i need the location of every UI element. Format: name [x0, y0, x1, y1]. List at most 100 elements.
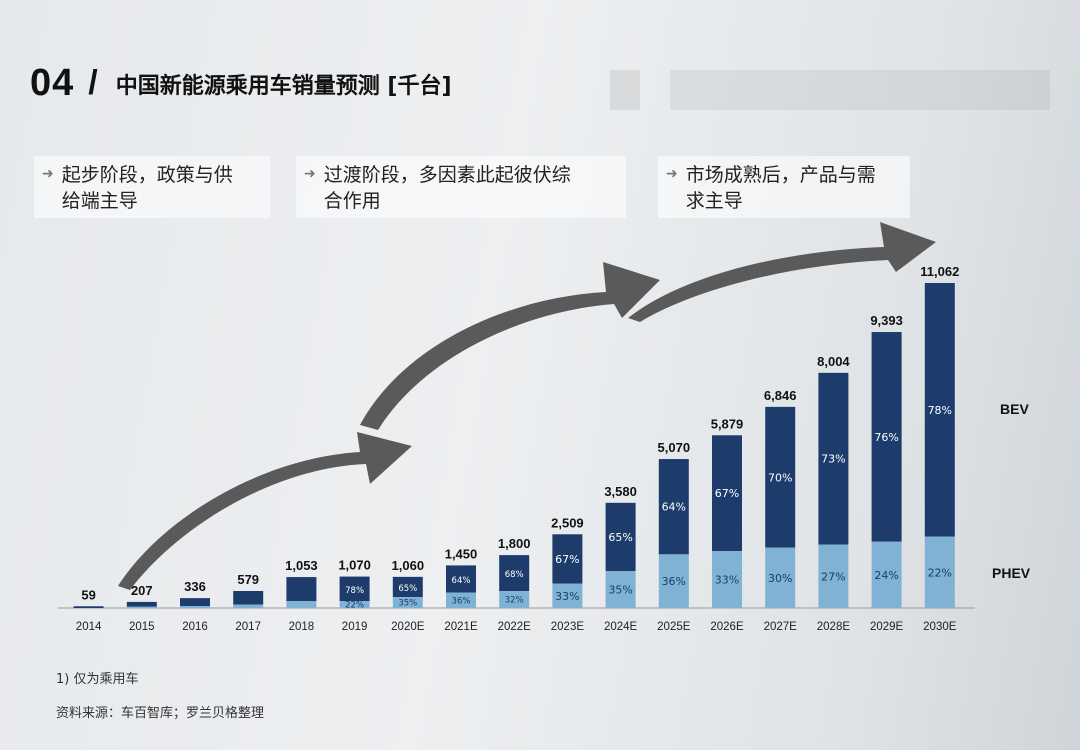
- bev-share-label: 73%: [821, 453, 845, 466]
- x-tick-label: 2023E: [551, 621, 585, 633]
- phev-share-label: 27%: [821, 570, 845, 583]
- footnote: 1) 仅为乘用车: [56, 672, 139, 687]
- bar-bev: [126, 601, 157, 607]
- total-label: 207: [131, 583, 153, 598]
- bar-phev: [605, 571, 636, 608]
- bar-phev: [818, 544, 849, 608]
- total-label: 1,450: [445, 546, 478, 561]
- bar-bev: [339, 576, 370, 602]
- total-label: 2,509: [551, 515, 584, 530]
- bar-bev: [233, 590, 264, 605]
- bar-bev: [552, 534, 583, 584]
- x-tick-label: 2020E: [391, 621, 425, 633]
- bar-phev: [552, 583, 583, 608]
- total-label: 5,070: [658, 440, 691, 455]
- phev-share-label: 30%: [768, 572, 792, 585]
- x-tick-label: 2028E: [817, 621, 851, 633]
- x-tick-label: 2018: [289, 621, 315, 633]
- bar-phev: [180, 606, 210, 608]
- growth-arrow-1: [118, 432, 412, 590]
- x-tick-label: 2021E: [444, 621, 478, 633]
- x-tick-label: 2022E: [498, 621, 532, 633]
- x-tick-label: 2025E: [657, 621, 691, 633]
- section-slash: /: [88, 64, 98, 102]
- phase-label: 过渡阶段，多因素此起彼伏综 合作用: [323, 164, 571, 212]
- growth-arrow-2: [360, 262, 660, 430]
- bars: 59 2014 207 2015 336 2016 579 2017 1,053 2018 1,07…: [73, 264, 959, 633]
- bar-phev: [765, 547, 796, 608]
- bev-share-label: 76%: [874, 431, 898, 444]
- x-tick-label: 2014: [76, 621, 102, 633]
- total-label: 1,800: [498, 536, 531, 551]
- page-title: 中国新能源乘用车销量预测 [千台]: [115, 73, 452, 99]
- total-label: 59: [81, 587, 95, 602]
- x-tick-label: 2024E: [604, 621, 638, 633]
- bev-share-label: 70%: [768, 471, 792, 484]
- bar-phev: [286, 601, 317, 608]
- phase-box-transition: ➜ 过渡阶段，多因素此起彼伏综 合作用: [296, 156, 626, 218]
- bar-bev: [658, 459, 689, 555]
- x-tick-label: 2026E: [710, 621, 744, 633]
- phase-box-mature: ➜ 市场成熟后，产品与需 求主导: [658, 156, 910, 218]
- bev-share-label: 78%: [345, 586, 364, 596]
- x-tick-label: 2016: [182, 621, 208, 633]
- bar-phev: [658, 554, 689, 608]
- total-label: 1,053: [285, 558, 318, 573]
- total-label: 6,846: [764, 388, 797, 403]
- x-tick-label: 2029E: [870, 621, 904, 633]
- bar-bev: [180, 598, 210, 607]
- bar-bev: [286, 577, 317, 602]
- bar-bev: [871, 332, 902, 542]
- total-label: 579: [237, 572, 259, 587]
- phev-share-label: 36%: [662, 575, 686, 588]
- arrow-right-icon: ➜: [304, 166, 316, 182]
- arrow-right-icon: ➜: [666, 166, 678, 182]
- faded-background-text: [610, 70, 1050, 110]
- bar-bev: [73, 606, 104, 608]
- bar-phev: [446, 592, 476, 608]
- bar-bev: [605, 502, 636, 572]
- phase-box-start: ➜ 起步阶段，政策与供 给端主导: [34, 156, 270, 218]
- bev-share-label: 67%: [555, 553, 579, 566]
- bar-phev: [712, 551, 742, 608]
- x-tick-label: 2030E: [923, 621, 957, 633]
- bev-share-label: 65%: [608, 531, 632, 544]
- total-label: 9,393: [870, 313, 903, 328]
- bar-phev: [392, 597, 423, 608]
- phev-share-label: 35%: [398, 599, 417, 609]
- bev-share-label: 67%: [715, 487, 739, 500]
- total-label: 3,580: [604, 484, 637, 499]
- phev-share-label: 24%: [874, 569, 898, 582]
- bar-bev: [712, 435, 742, 552]
- bar-phev: [499, 591, 530, 608]
- bar-bev: [765, 406, 796, 548]
- total-label: 1,070: [338, 558, 371, 573]
- bev-share-label: 78%: [928, 404, 952, 417]
- bar-bev: [499, 555, 530, 592]
- phase-label: 起步阶段，政策与供 给端主导: [61, 164, 233, 212]
- bar-phev: [233, 604, 264, 608]
- total-label: 336: [184, 579, 206, 594]
- header: 04 / 中国新能源乘用车销量预测 [千台]: [30, 62, 452, 105]
- legend-bev: BEV: [1000, 401, 1029, 417]
- x-tick-label: 2015: [129, 621, 155, 633]
- total-label: 11,062: [920, 264, 959, 279]
- bev-share-label: 64%: [452, 576, 471, 586]
- bar-bev: [392, 576, 423, 598]
- bev-share-label: 68%: [505, 570, 524, 580]
- source-note: 资料来源：车百智库；罗兰贝格整理: [56, 706, 265, 721]
- bar-bev: [818, 372, 849, 545]
- phev-share-label: 22%: [345, 601, 364, 611]
- bar-phev: [126, 606, 157, 608]
- section-number: 04: [30, 62, 75, 104]
- growth-arrows: [118, 222, 936, 590]
- growth-arrow-3: [628, 222, 936, 322]
- phev-share-label: 36%: [452, 596, 471, 606]
- bar-bev: [446, 565, 476, 593]
- phev-share-label: 33%: [555, 590, 579, 603]
- bar-phev: [871, 541, 902, 608]
- phev-share-label: 32%: [505, 596, 524, 606]
- phev-share-label: 35%: [608, 584, 632, 597]
